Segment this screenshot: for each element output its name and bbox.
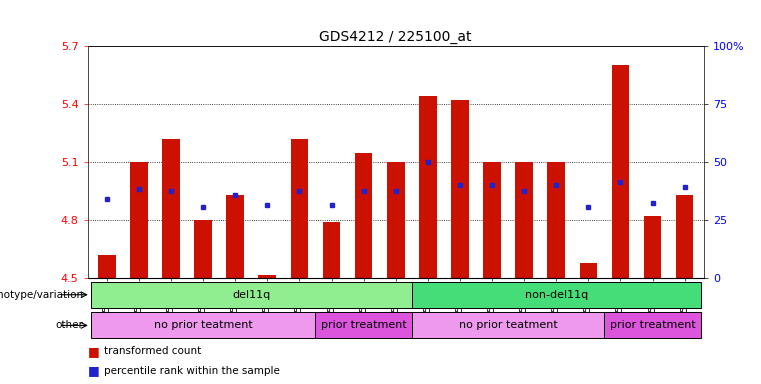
Bar xyxy=(612,65,629,278)
Text: percentile rank within the sample: percentile rank within the sample xyxy=(104,366,280,376)
Bar xyxy=(604,313,701,338)
Text: GDS4212 / 225100_at: GDS4212 / 225100_at xyxy=(320,30,472,44)
Bar xyxy=(580,263,597,278)
Bar xyxy=(515,162,533,278)
Bar xyxy=(355,152,372,278)
Bar xyxy=(98,255,116,278)
Bar xyxy=(194,220,212,278)
Bar xyxy=(483,162,501,278)
Text: transformed count: transformed count xyxy=(104,346,202,356)
Text: del11q: del11q xyxy=(232,290,270,300)
Bar xyxy=(387,162,405,278)
Text: no prior teatment: no prior teatment xyxy=(459,320,558,331)
Bar xyxy=(291,139,308,278)
Bar xyxy=(130,162,148,278)
Bar xyxy=(259,275,276,278)
Bar xyxy=(162,139,180,278)
Text: non-del11q: non-del11q xyxy=(524,290,587,300)
Text: ■: ■ xyxy=(88,364,103,377)
Bar xyxy=(412,313,604,338)
Text: prior treatment: prior treatment xyxy=(320,320,406,331)
Bar xyxy=(226,195,244,278)
Bar xyxy=(91,313,316,338)
Text: prior treatment: prior treatment xyxy=(610,320,696,331)
Bar xyxy=(451,100,469,278)
Bar xyxy=(316,313,412,338)
Bar xyxy=(644,217,661,278)
Bar xyxy=(676,195,693,278)
Text: no prior teatment: no prior teatment xyxy=(154,320,253,331)
Bar xyxy=(323,222,340,278)
Bar xyxy=(91,282,412,308)
Bar xyxy=(547,162,565,278)
Bar xyxy=(412,282,701,308)
Text: other: other xyxy=(56,320,84,331)
Text: ■: ■ xyxy=(88,345,103,358)
Bar xyxy=(419,96,437,278)
Text: genotype/variation: genotype/variation xyxy=(0,290,84,300)
